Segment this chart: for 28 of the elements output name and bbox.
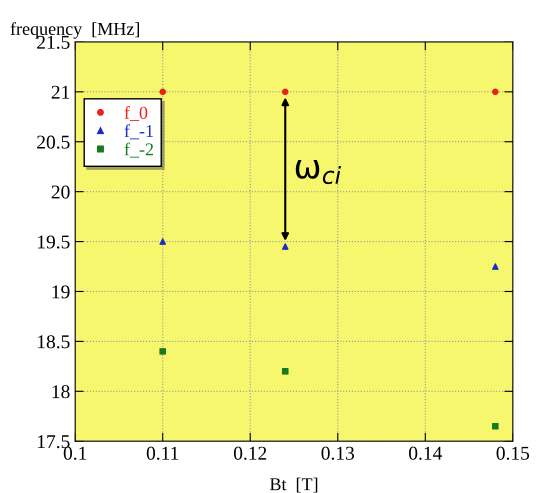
point [282,368,289,375]
x-tick-label: 0.12 [234,446,266,460]
point [159,348,166,355]
point [492,422,499,430]
x-axis-title: Bt [T] [270,478,318,493]
legend-label: f_0 [124,106,148,122]
y-tick-label: 18 [52,385,70,398]
y-tick-label: 19.5 [38,235,70,249]
x-tick-label: 0.14 [409,446,442,460]
annotation: ω$_{ci}$ [296,160,342,184]
point [492,88,499,96]
point [159,88,166,96]
x-tick-label: 0.1 [64,446,86,460]
y-tick-label: 21 [52,86,70,99]
point [159,238,166,245]
y-tick-label: 17.5 [38,435,70,448]
x-tick-label: 0.13 [322,446,354,460]
point [282,88,289,96]
y-tick-label: 20.5 [37,136,70,149]
x-tick-label: 0.15 [496,446,530,460]
legend-label: f_-2 [124,142,154,158]
legend-label: f_-1 [124,124,153,140]
point [492,263,499,270]
point [282,243,289,250]
y-tick-label: 18.5 [38,335,70,348]
x-tick-label: 0.11 [146,446,178,460]
y-tick-label: 20 [52,185,70,199]
y-tick-label: 19 [52,285,70,298]
